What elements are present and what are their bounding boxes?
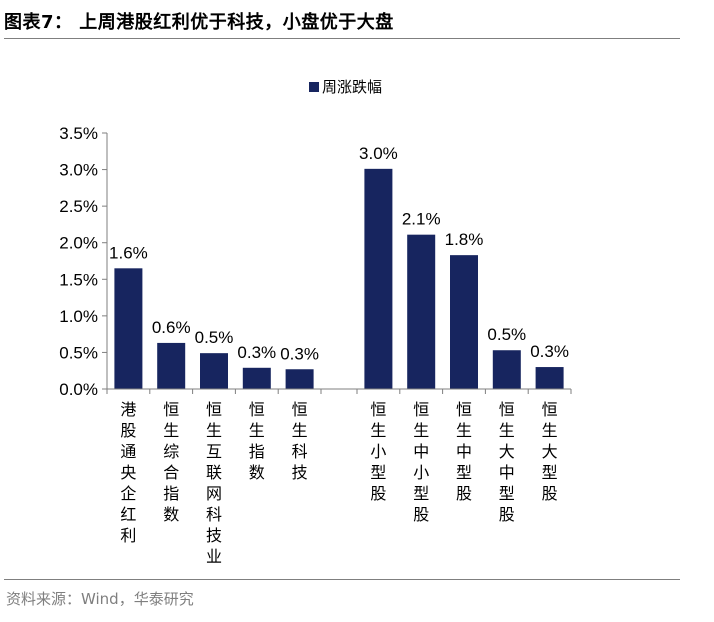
category-label: 恒生中小型股 (413, 400, 429, 524)
data-label: 0.6% (152, 318, 191, 337)
bar-chart: 周涨跌幅 0.0% 0.5% 1.0% 1.5% 2.0% 2.5% 3.0% 3.5% 1.… (59, 78, 572, 566)
legend-swatch (309, 82, 319, 92)
data-label: 1.6% (109, 243, 148, 262)
bar (114, 268, 143, 389)
data-label: 0.3% (280, 344, 319, 363)
bar (157, 342, 186, 389)
y-tick-label: 2.0% (59, 234, 98, 253)
y-tick-label: 1.5% (59, 270, 98, 289)
y-tick-label: 3.0% (59, 161, 98, 180)
legend: 周涨跌幅 (309, 78, 382, 96)
y-tick-label: 0.5% (59, 343, 98, 362)
bars: 1.6%0.6%0.5%0.3% 0.3%3.0%2.1%1.8%0.5%0.3% (109, 144, 569, 389)
title-divider (4, 38, 680, 39)
category-label: 恒生小型股 (370, 400, 386, 503)
data-label: 0.5% (487, 325, 526, 344)
y-tick-label: 2.5% (59, 197, 98, 216)
bar (364, 168, 393, 389)
y-tick-label: 0.0% (59, 380, 98, 399)
y-tick-label: 3.5% (59, 124, 98, 143)
legend-label: 周涨跌幅 (322, 78, 382, 96)
source-divider (4, 579, 680, 580)
data-label: 2.1% (402, 210, 441, 229)
category-label: 恒生互联网科技业 (206, 400, 222, 566)
data-label: 0.3% (530, 342, 569, 361)
data-label: 0.5% (195, 328, 234, 347)
bar (535, 367, 564, 389)
category-label: 恒生综合指数 (163, 400, 179, 524)
category-label: 恒生指数 (249, 400, 265, 482)
y-axis: 0.0% 0.5% 1.0% 1.5% 2.0% 2.5% 3.0% 3.5% (59, 124, 108, 399)
bar (492, 350, 521, 389)
bar (407, 234, 436, 389)
source-note: 资料来源：Wind，华泰研究 (6, 590, 194, 608)
category-label: 恒生中型股 (456, 400, 472, 503)
bar (450, 255, 478, 389)
bar (285, 369, 314, 389)
x-axis: 港股通央企红利 恒生综合指数 恒生互联网科技业 恒生指数 恒生科技 恒生小型股 恒生中小型股… (106, 388, 572, 566)
bar (242, 367, 271, 389)
bar (200, 353, 228, 389)
category-label: 恒生大型股 (542, 400, 558, 503)
data-label: 0.3% (237, 343, 276, 362)
data-label: 3.0% (359, 144, 398, 163)
category-label: 恒生科技 (292, 400, 308, 482)
data-label: 1.8% (445, 230, 484, 249)
y-tick-label: 1.0% (59, 307, 98, 326)
figure-title: 图表7： 上周港股红利优于科技，小盘优于大盘 (4, 12, 394, 33)
category-label: 港股通央企红利 (120, 400, 136, 545)
category-label: 恒生大中型股 (499, 400, 515, 524)
